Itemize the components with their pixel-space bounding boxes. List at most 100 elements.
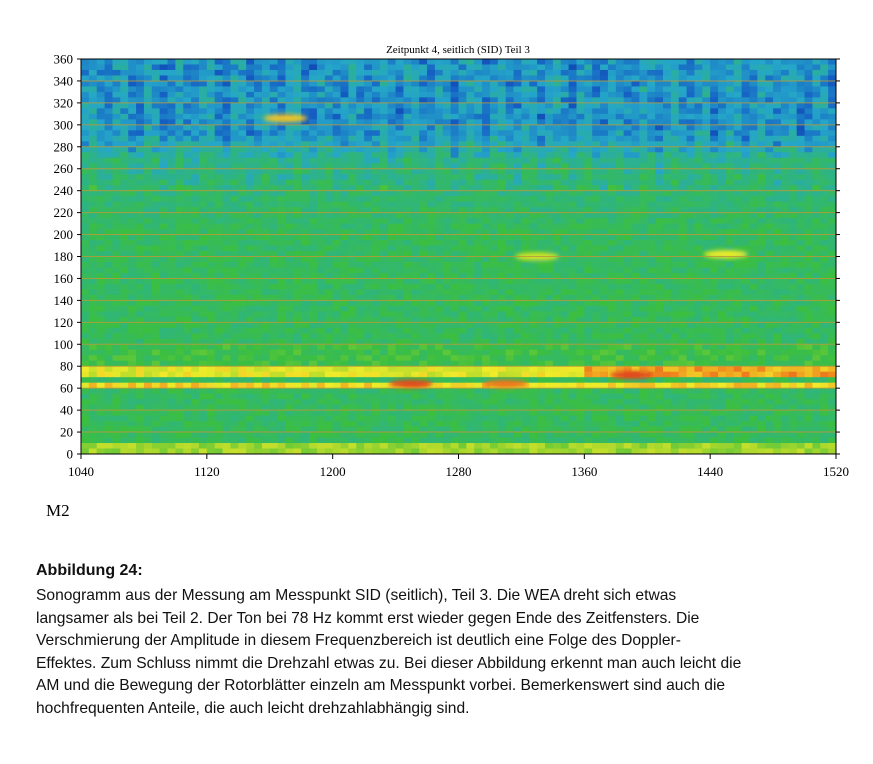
heatmap-cell <box>104 146 114 153</box>
heatmap-cell <box>545 272 554 280</box>
heatmap-cell <box>442 102 452 109</box>
heatmap-cell <box>639 124 648 131</box>
heatmap-cell <box>702 113 711 120</box>
heatmap-cell <box>238 59 247 66</box>
heatmap-cell <box>780 305 790 312</box>
heatmap-cell <box>804 97 813 104</box>
heatmap-cell <box>686 245 696 252</box>
heatmap-cell <box>419 256 428 263</box>
heatmap-cell <box>788 218 798 225</box>
heatmap-cell <box>639 75 648 82</box>
heatmap-cell <box>474 119 483 126</box>
heatmap-cell <box>136 278 145 285</box>
heatmap-cell <box>513 69 523 77</box>
heatmap-cell <box>576 130 585 137</box>
heatmap-cell <box>277 130 287 137</box>
heatmap-cell <box>741 69 751 77</box>
heatmap-cell <box>254 272 263 280</box>
heatmap-cell <box>568 322 578 329</box>
heatmap-cell <box>88 278 98 285</box>
heatmap-cell <box>765 272 774 280</box>
heatmap-cell <box>128 300 137 307</box>
heatmap-cell <box>427 75 436 82</box>
heatmap-cell <box>725 245 735 252</box>
heatmap-cell <box>804 163 813 170</box>
heatmap-cell <box>702 218 711 225</box>
heatmap-cell <box>348 119 357 126</box>
heatmap-cell <box>450 130 460 137</box>
heatmap-cell <box>725 229 735 236</box>
heatmap-cell <box>120 278 129 285</box>
heatmap-cell <box>718 272 727 280</box>
heatmap-cell <box>686 141 696 148</box>
heatmap-cell <box>364 86 373 93</box>
heatmap-cell <box>623 245 633 252</box>
heatmap-cell <box>332 157 342 164</box>
heatmap-cell <box>725 146 735 153</box>
heatmap-cell <box>379 97 389 104</box>
heatmap-cell <box>88 124 98 131</box>
heatmap-cell <box>639 245 648 252</box>
heatmap-cell <box>222 196 232 203</box>
heatmap-cell <box>482 168 491 175</box>
heatmap-cell <box>222 311 232 318</box>
heatmap-cell <box>655 157 664 164</box>
heatmap-cell <box>230 86 239 93</box>
heatmap-cell <box>214 108 224 115</box>
heatmap-cell <box>529 59 538 66</box>
heatmap-cell <box>222 207 232 214</box>
heatmap-cell <box>230 256 239 263</box>
heatmap-cell <box>206 305 216 312</box>
heatmap-cell <box>482 338 491 345</box>
heatmap-cell <box>662 80 672 88</box>
heatmap-cell <box>151 207 161 214</box>
heatmap-cell <box>427 97 436 104</box>
heatmap-cell <box>489 229 499 236</box>
heatmap-cell <box>828 102 836 109</box>
heatmap-cell <box>379 163 389 170</box>
heatmap-cell <box>356 97 365 104</box>
heatmap-cell <box>804 327 813 334</box>
heatmap-cell <box>104 163 114 170</box>
heatmap-cell <box>293 212 302 219</box>
heatmap-cell <box>631 86 640 93</box>
heatmap-cell <box>167 294 176 301</box>
heatmap-cell <box>96 174 106 181</box>
heatmap-cell <box>269 163 279 170</box>
heatmap-cell <box>639 130 648 137</box>
heatmap-cell <box>136 179 145 186</box>
heatmap-cell <box>191 283 200 291</box>
heatmap-cell <box>309 59 318 66</box>
heatmap-cell <box>662 289 672 296</box>
heatmap-cell <box>411 218 420 225</box>
heatmap-cell <box>765 218 774 225</box>
heatmap-cell <box>151 91 161 99</box>
heatmap-cell <box>450 157 460 164</box>
heatmap-cell <box>600 251 609 258</box>
heatmap-cell <box>552 190 562 197</box>
heatmap-cell <box>474 108 483 115</box>
heatmap-cell <box>489 240 499 247</box>
heatmap-cell <box>411 59 420 66</box>
heatmap-cell <box>379 316 389 323</box>
heatmap-cell <box>615 102 625 109</box>
heatmap-cell <box>434 146 444 153</box>
heatmap-cell <box>151 86 161 93</box>
heatmap-cell <box>387 305 397 312</box>
heatmap-cell <box>780 327 790 334</box>
heatmap-cell <box>741 212 751 219</box>
heatmap-cell <box>710 59 719 66</box>
heatmap-cell <box>112 91 121 99</box>
heatmap-cell <box>482 305 491 312</box>
heatmap-cell <box>773 190 782 197</box>
heatmap-cell <box>568 338 578 345</box>
heatmap-cell <box>371 338 381 345</box>
heatmap-cell <box>206 91 216 99</box>
heatmap-cell <box>332 229 342 236</box>
heatmap-cell <box>230 201 239 208</box>
heatmap-cell <box>623 91 633 99</box>
heatmap-cell <box>678 135 688 142</box>
heatmap-cell <box>143 316 153 323</box>
heatmap-cell <box>371 234 381 241</box>
heatmap-cell <box>112 300 121 307</box>
